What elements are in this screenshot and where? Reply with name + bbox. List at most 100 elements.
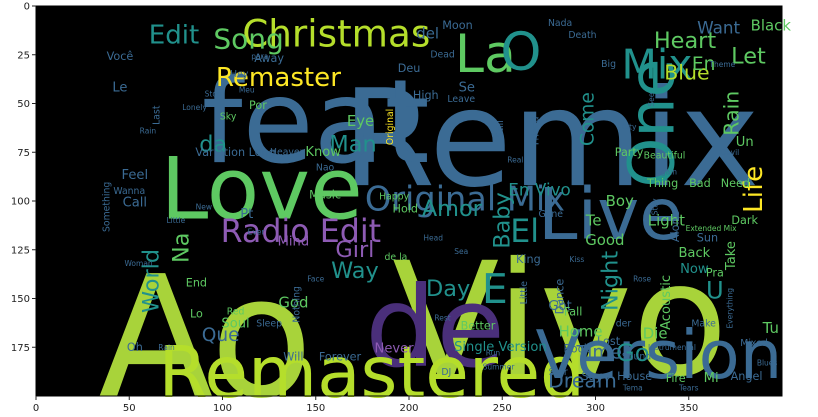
cloud-word: Ao [98, 240, 313, 417]
cloud-word: Nothing [292, 286, 303, 323]
x-tick-label: 50 [123, 403, 136, 414]
cloud-word: Rest [434, 314, 450, 323]
cloud-word: Home [559, 323, 603, 341]
cloud-word: Blue [664, 60, 709, 84]
cloud-word: Little [519, 281, 530, 305]
cloud-word: Back [678, 246, 710, 261]
cloud-word: Acoustic [659, 275, 674, 330]
cloud-word: Hold [393, 202, 418, 215]
cloud-word: Sound [622, 352, 651, 363]
cloud-word: Call [123, 195, 147, 210]
cloud-word: Something [101, 182, 112, 232]
cloud-word: Hey [230, 69, 249, 80]
cloud-word: Vivo [392, 229, 728, 411]
cloud-word: Party [615, 146, 644, 159]
cloud-word: Tema [622, 384, 643, 393]
cloud-word: Nao [316, 162, 335, 173]
y-tick-label: 75 [17, 148, 30, 159]
cloud-word: Edit [149, 20, 200, 50]
cloud-word: da [199, 131, 227, 157]
cloud-word: feat [202, 56, 430, 190]
cloud-word: Dance [554, 279, 567, 315]
cloud-word: de la [385, 252, 408, 263]
y-tick-label: 0 [24, 2, 30, 13]
cloud-word: Sky [220, 112, 237, 123]
cloud-word: Mixed [740, 338, 768, 349]
cloud-word: Remastered [158, 331, 585, 414]
cloud-word: Soul [221, 316, 249, 331]
cloud-word: U [706, 277, 724, 305]
cloud-word: Lost [597, 335, 621, 348]
cloud-word: E [482, 265, 508, 313]
cloud-word: High [413, 89, 439, 102]
cloud-word: Tears [678, 384, 699, 393]
cloud-word: Devil [720, 148, 739, 157]
cloud-word: One [614, 58, 688, 187]
cloud-word: Make [691, 318, 716, 329]
cloud-word: En Vivo [508, 179, 571, 199]
cloud-word: Stay [651, 198, 660, 215]
cloud-word: Got [548, 299, 571, 314]
cloud-word: God [278, 293, 308, 311]
cloud-word: Still [495, 120, 506, 137]
cloud-word: DJ [441, 367, 451, 378]
cloud-word: Heaven [270, 147, 306, 158]
cloud-word: Good [585, 231, 624, 249]
cloud-word: Real [507, 156, 523, 165]
cloud-word: Star [549, 367, 568, 378]
cloud-word: Nada [548, 18, 572, 29]
cloud-word: Now [680, 262, 709, 277]
cloud-word: Lo [190, 308, 203, 321]
cloud-word: Girl [335, 237, 374, 263]
cloud-word: End [186, 276, 207, 289]
cloud-word: Will [283, 351, 303, 364]
cloud-word: Single Version [454, 340, 547, 355]
cloud-word: Friend [530, 116, 541, 145]
cloud-word: Everything [725, 288, 734, 329]
cloud-word: Beautiful [644, 151, 686, 162]
cloud-word: Sea [454, 247, 468, 256]
cloud-word: Never [375, 342, 415, 357]
cloud-word: King [516, 253, 541, 266]
cloud-word: Light [648, 212, 685, 230]
cloud-word: Pra [706, 267, 724, 280]
cloud-word: del [416, 24, 439, 42]
cloud-word: Remix [342, 60, 760, 217]
cloud-word: O [500, 23, 541, 83]
cloud-word: Original [385, 109, 396, 145]
cloud-word: Por [249, 99, 267, 112]
cloud-word: Time [575, 343, 622, 364]
cloud-word: Fire [666, 372, 686, 385]
cloud-word: Eye [347, 112, 374, 130]
cloud-word: Baby [489, 192, 515, 249]
cloud-word: House [617, 370, 652, 383]
cloud-word: Again [656, 167, 678, 176]
cloud-word: Un [736, 135, 754, 150]
cloud-word: der [616, 318, 632, 329]
cloud-word: Die [643, 325, 668, 343]
cloud-word: Music [309, 189, 341, 202]
cloud-word: Version [536, 316, 783, 394]
y-axis: 0 25 50 75 100 125 150 175 [11, 2, 36, 354]
cloud-word: Meu [239, 85, 255, 94]
cloud-word: Life [739, 166, 769, 213]
x-tick-label: 300 [586, 403, 605, 414]
x-axis: 0 50 100 150 200 250 300 350 [33, 396, 698, 414]
cloud-word: Feel [122, 168, 149, 183]
cloud-word: Red [227, 307, 245, 318]
cloud-word: Say [581, 370, 602, 383]
cloud-word: Deu [398, 62, 421, 75]
cloud-word: Night [597, 251, 623, 311]
cloud-word: Summer [483, 362, 516, 371]
x-tick-label: 0 [33, 403, 39, 414]
cloud-word: Rock [563, 343, 590, 356]
cloud-word: Heart [654, 28, 717, 54]
cloud-word: Angel [731, 370, 763, 383]
cloud-word: Woman [124, 259, 152, 268]
cloud-word: Want [697, 17, 740, 37]
x-tick-label: 100 [213, 403, 232, 414]
cloud-word: Take [724, 241, 739, 271]
y-tick-label: 100 [11, 197, 30, 208]
